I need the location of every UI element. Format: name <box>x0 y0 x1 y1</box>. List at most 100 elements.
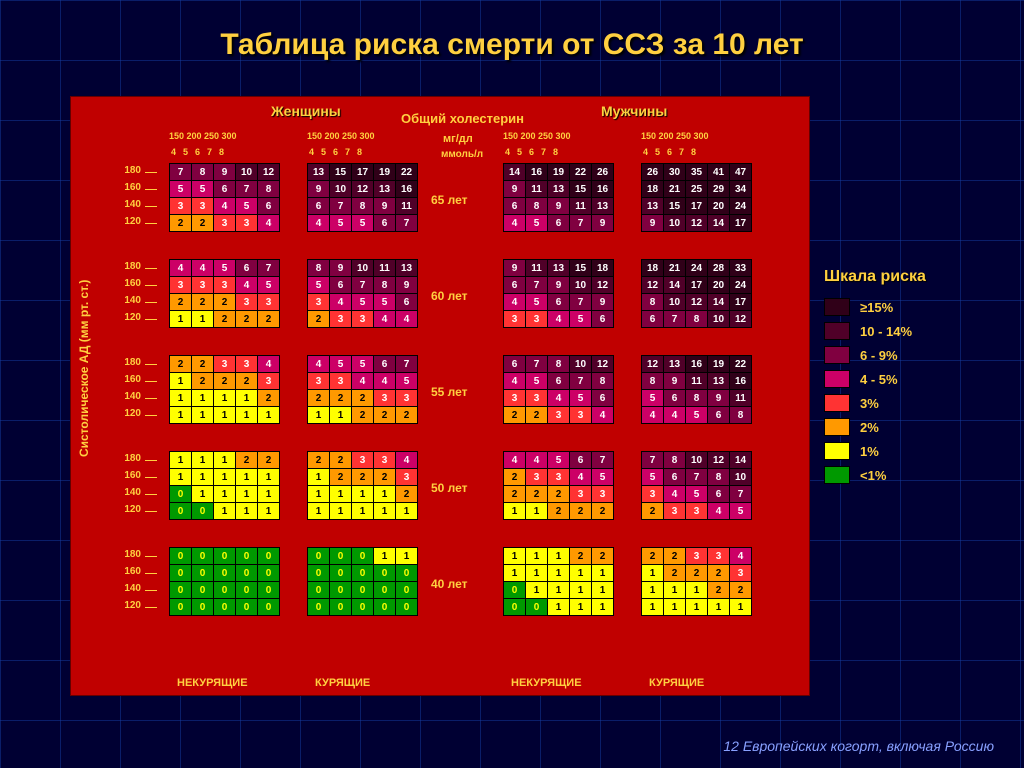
score-cell: 9 <box>396 277 418 294</box>
score-cell: 7 <box>258 260 280 277</box>
score-cell: 1 <box>214 452 236 469</box>
score-cell: 0 <box>192 582 214 599</box>
score-cell: 4 <box>708 503 730 520</box>
score-cell: 5 <box>236 198 258 215</box>
score-cell: 1 <box>526 565 548 582</box>
score-cell: 1 <box>570 565 592 582</box>
score-cell: 19 <box>548 164 570 181</box>
score-cell: 1 <box>192 311 214 328</box>
score-cell: 3 <box>686 548 708 565</box>
score-cell: 5 <box>396 373 418 390</box>
score-cell: 1 <box>352 486 374 503</box>
score-cell: 3 <box>170 198 192 215</box>
col-header-mgdl: 150 200 250 300 <box>503 131 571 141</box>
score-cell: 9 <box>308 181 330 198</box>
score-cell: 5 <box>642 469 664 486</box>
score-cell: 5 <box>526 294 548 311</box>
score-cell: 4 <box>236 277 258 294</box>
score-cell: 3 <box>214 356 236 373</box>
score-cell: 4 <box>374 373 396 390</box>
score-cell: 13 <box>548 260 570 277</box>
score-cell: 2 <box>214 311 236 328</box>
score-cell: 1 <box>548 548 570 565</box>
score-cell: 7 <box>170 164 192 181</box>
score-cell: 1 <box>308 503 330 520</box>
score-block: 22334122231111211111 <box>169 355 280 424</box>
score-block: 00011000000000000000 <box>307 547 418 616</box>
score-cell: 4 <box>504 294 526 311</box>
score-cell: 7 <box>352 277 374 294</box>
bp-tick: 180 <box>111 261 141 272</box>
score-cell: 8 <box>374 277 396 294</box>
score-cell: 0 <box>330 548 352 565</box>
score-cell: 4 <box>664 486 686 503</box>
score-cell: 4 <box>214 198 236 215</box>
score-cell: 14 <box>504 164 526 181</box>
label-mmoll: ммоль/л <box>441 149 483 160</box>
score-cell: 8 <box>686 311 708 328</box>
score-cell: 8 <box>642 294 664 311</box>
score-cell: 21 <box>664 181 686 198</box>
score-cell: 1 <box>592 565 614 582</box>
score-cell: 1 <box>374 548 396 565</box>
score-cell: 1 <box>642 582 664 599</box>
score-cell: 6 <box>374 356 396 373</box>
score-cell: 8 <box>642 373 664 390</box>
score-cell: 0 <box>192 599 214 616</box>
age-label: 55 лет <box>431 385 468 399</box>
score-cell: 1 <box>548 565 570 582</box>
age-label: 40 лет <box>431 577 468 591</box>
score-cell: 4 <box>352 373 374 390</box>
score-cell: 4 <box>548 311 570 328</box>
score-cell: 4 <box>258 356 280 373</box>
bp-tick: 140 <box>111 391 141 402</box>
score-cell: 1 <box>374 503 396 520</box>
score-cell: 6 <box>642 311 664 328</box>
score-cell: 3 <box>642 486 664 503</box>
score-cell: 6 <box>592 390 614 407</box>
score-cell: 2 <box>214 373 236 390</box>
score-cell: 0 <box>374 582 396 599</box>
score-cell: 2 <box>504 469 526 486</box>
score-cell: 4 <box>570 469 592 486</box>
score-cell: 2 <box>214 294 236 311</box>
score-cell: 7 <box>642 452 664 469</box>
label-men: Мужчины <box>601 103 667 119</box>
score-cell: 2 <box>504 486 526 503</box>
legend-label: 10 - 14% <box>860 324 912 339</box>
score-cell: 20 <box>708 198 730 215</box>
score-cell: 7 <box>730 486 752 503</box>
score-cell: 3 <box>170 277 192 294</box>
score-cell: 4 <box>664 407 686 424</box>
score-cell: 1 <box>170 407 192 424</box>
score-cell: 4 <box>374 311 396 328</box>
score-cell: 1 <box>570 599 592 616</box>
legend-row: 2% <box>824 418 994 436</box>
score-block: 7891012556783345622334 <box>169 163 280 232</box>
score-cell: 3 <box>730 565 752 582</box>
score-cell: 19 <box>374 164 396 181</box>
smoke-label: КУРЯЩИЕ <box>649 677 704 689</box>
score-cell: 10 <box>236 164 258 181</box>
score-cell: 0 <box>374 565 396 582</box>
score-cell: 5 <box>730 503 752 520</box>
score-cell: 3 <box>374 452 396 469</box>
score-cell: 8 <box>258 181 280 198</box>
legend-label: ≥15% <box>860 300 893 315</box>
score-cell: 3 <box>526 469 548 486</box>
score-cell: 2 <box>236 311 258 328</box>
score-cell: 1 <box>504 503 526 520</box>
bp-tick: 120 <box>111 504 141 515</box>
bp-tick: 160 <box>111 470 141 481</box>
score-cell: 21 <box>664 260 686 277</box>
score-cell: 9 <box>642 215 664 232</box>
score-cell: 0 <box>170 503 192 520</box>
score-cell: 0 <box>236 565 258 582</box>
score-cell: 17 <box>730 294 752 311</box>
score-cell: 1 <box>686 582 708 599</box>
score-cell: 6 <box>330 277 352 294</box>
score-cell: 3 <box>548 469 570 486</box>
legend-swatch <box>824 322 850 340</box>
score-cell: 11 <box>730 390 752 407</box>
score-cell: 1 <box>708 599 730 616</box>
